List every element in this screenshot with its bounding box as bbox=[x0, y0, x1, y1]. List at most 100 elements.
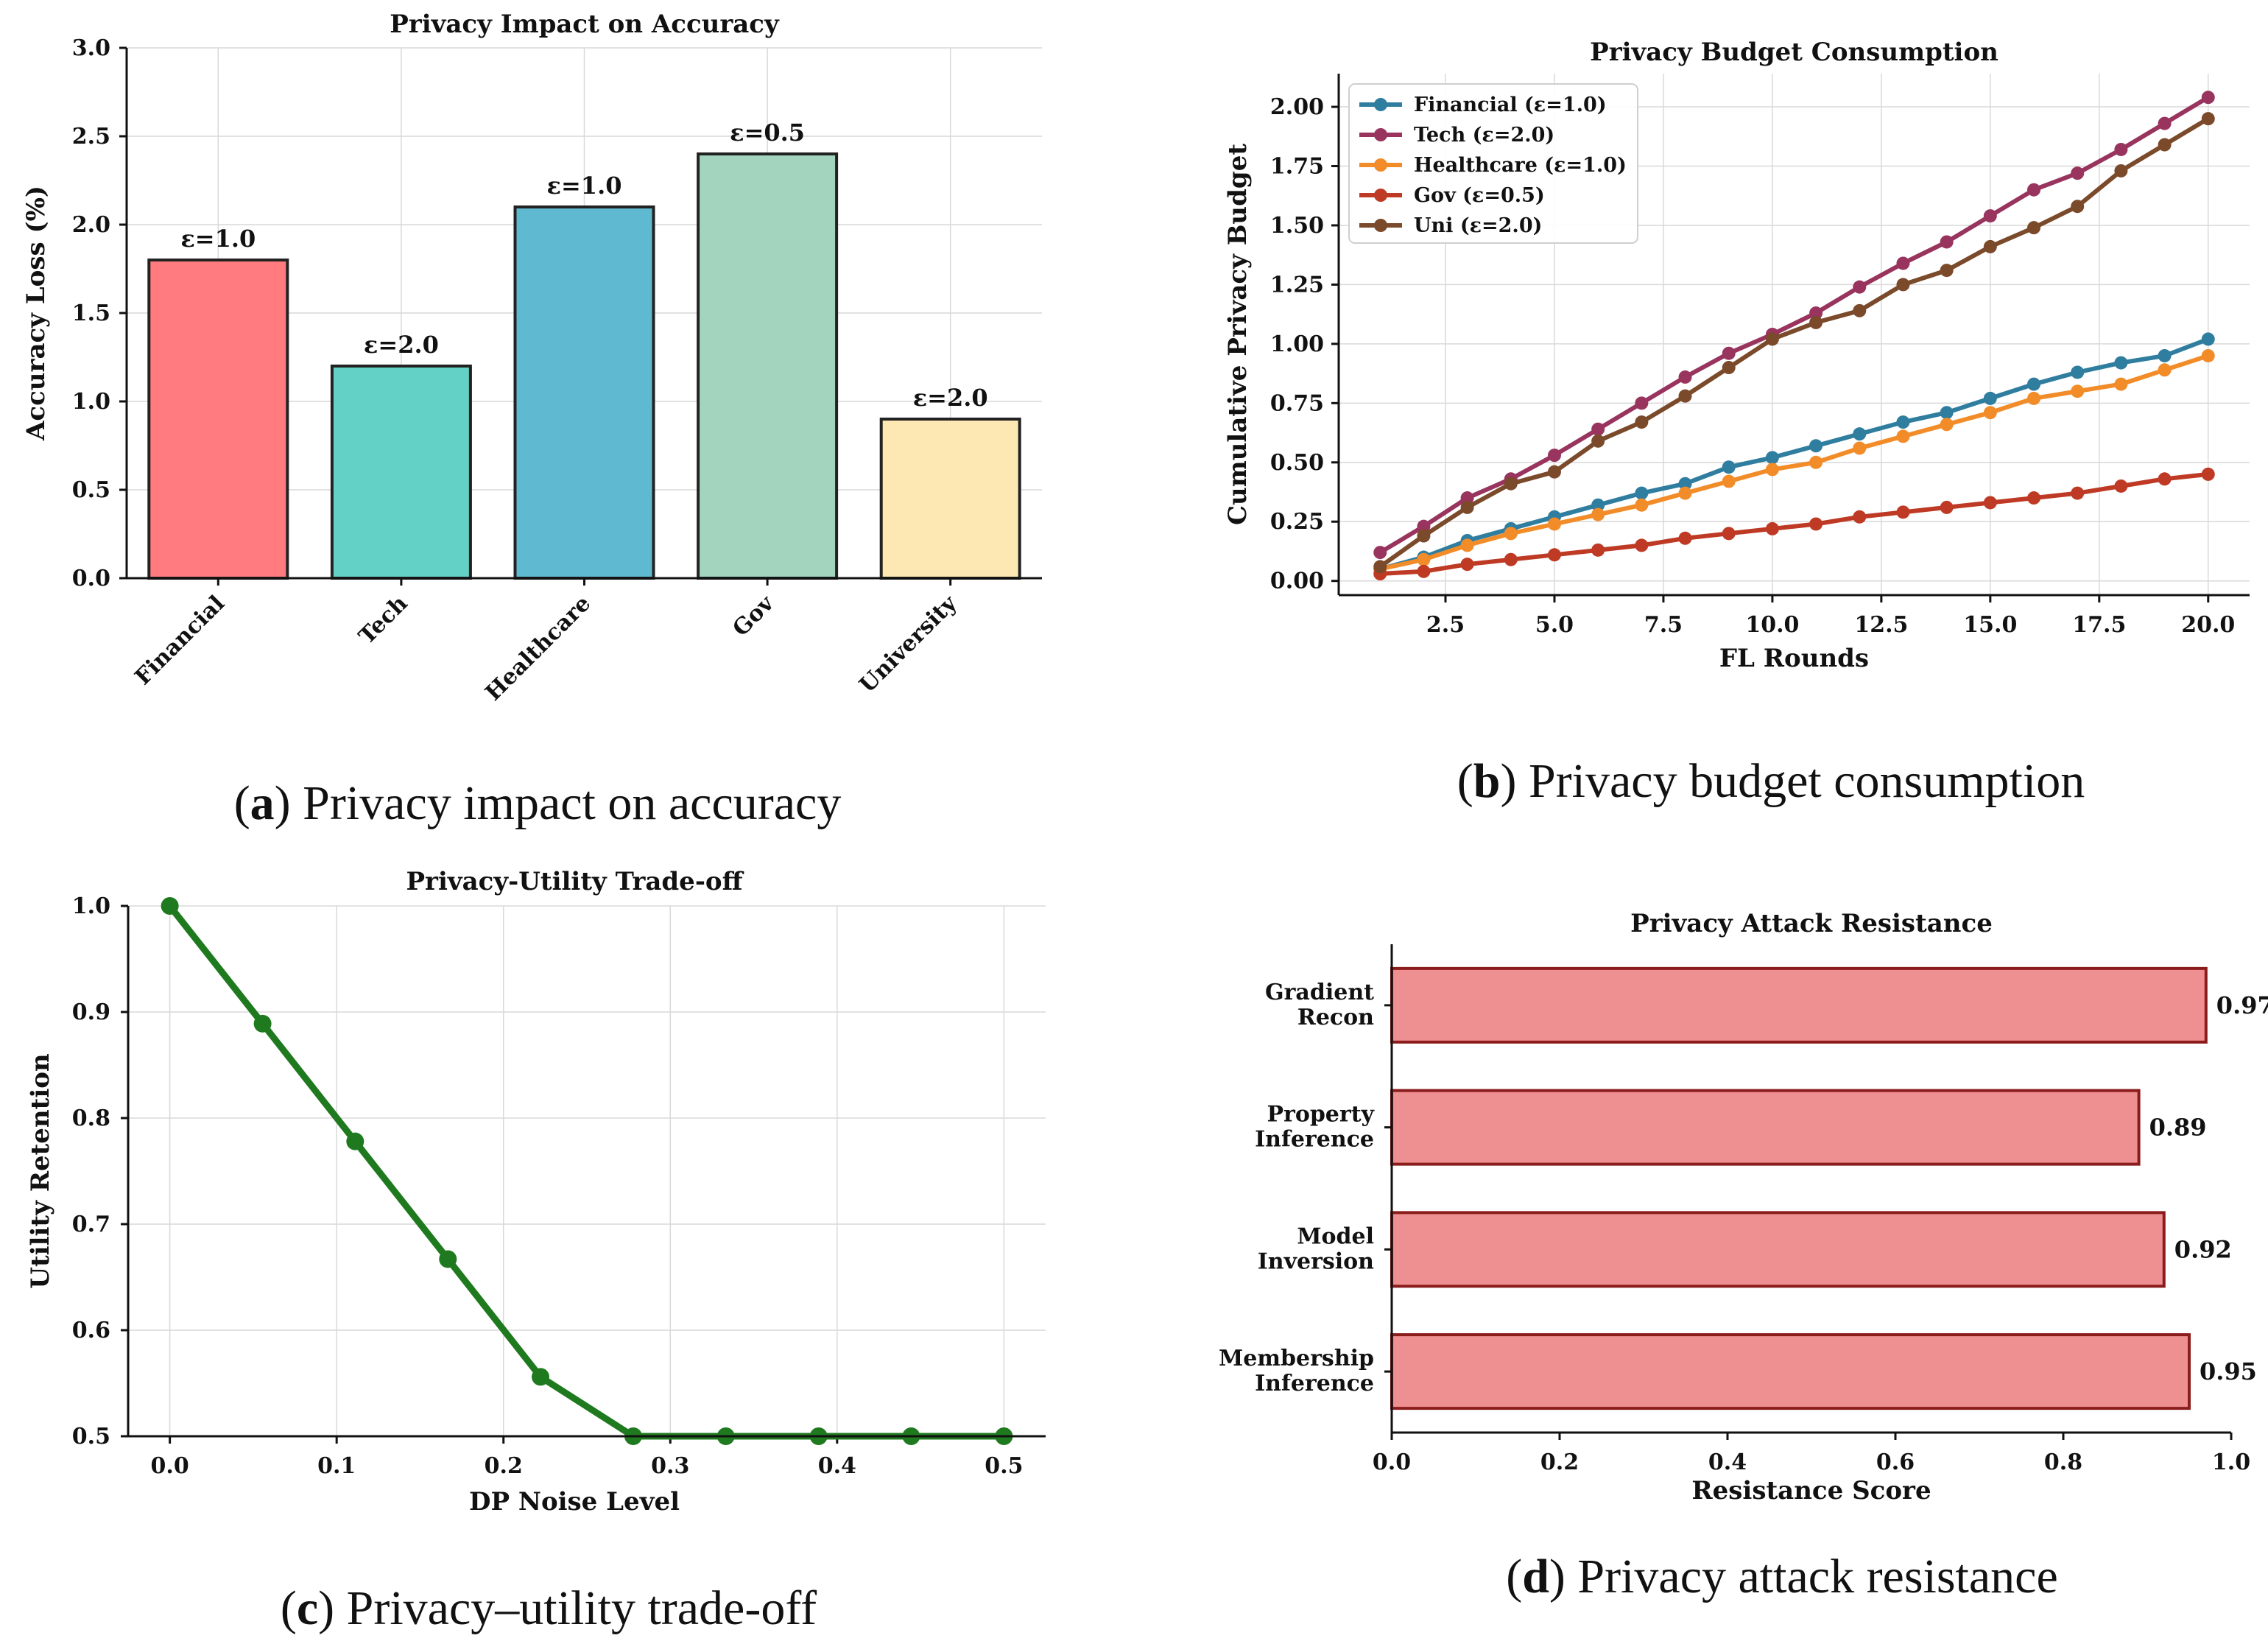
series-0-point bbox=[1635, 486, 1649, 500]
x-tick-label: 5.0 bbox=[1535, 612, 1574, 638]
bar-membership-inference bbox=[1390, 1333, 2191, 1410]
legend-swatch-marker bbox=[1374, 128, 1387, 141]
series-4-point bbox=[1722, 361, 1736, 375]
legend-entry: Uni (ε=2.0) bbox=[1414, 214, 1542, 237]
series-4-point bbox=[1504, 477, 1518, 491]
series-3-point bbox=[1635, 538, 1649, 552]
series-3-point bbox=[1591, 543, 1605, 557]
series-0-point bbox=[1983, 391, 1997, 405]
series-2-point bbox=[1591, 507, 1605, 521]
series-2-point bbox=[2114, 377, 2128, 391]
series-2-point bbox=[1635, 498, 1649, 512]
x-tick-label: 15.0 bbox=[1963, 612, 2017, 638]
caption-text: Privacy budget consumption bbox=[1516, 754, 2085, 808]
series-3-point bbox=[2071, 486, 2085, 500]
series-2-point bbox=[1722, 474, 1736, 488]
x-tick-label: 0.4 bbox=[1708, 1450, 1747, 1475]
series-1-point bbox=[1417, 519, 1431, 533]
caption: (c) Privacy–utility trade-off bbox=[281, 1581, 817, 1635]
series-0-point bbox=[2027, 377, 2041, 391]
x-tick-label: 0.2 bbox=[485, 1453, 523, 1479]
y-tick-label: Inversion bbox=[1258, 1248, 1374, 1274]
legend-entry: Healthcare (ε=1.0) bbox=[1414, 154, 1627, 177]
series-0-point bbox=[2114, 356, 2128, 370]
x-tick-label: 12.5 bbox=[1854, 612, 1908, 638]
legend-box bbox=[1348, 83, 1638, 244]
series-2-point bbox=[1983, 406, 1997, 420]
series-3-point bbox=[1722, 527, 1736, 541]
series-3-point bbox=[1547, 548, 1561, 562]
y-tick-label: 1.75 bbox=[1270, 154, 1324, 180]
bar-label: ε=1.0 bbox=[180, 225, 256, 253]
bar-university bbox=[879, 418, 1021, 580]
y-tick-label: 1.25 bbox=[1270, 272, 1324, 298]
series-2-point bbox=[2071, 384, 2085, 398]
series-0-point bbox=[1678, 477, 1692, 491]
y-tick-label: 0.7 bbox=[72, 1212, 110, 1237]
y-tick-label: 0.5 bbox=[72, 477, 110, 503]
caption-letter: b bbox=[1473, 754, 1501, 808]
x-tick-label: Healthcare bbox=[480, 591, 596, 706]
x-tick-label: 10.0 bbox=[1745, 612, 1799, 638]
chart-title: Privacy Budget Consumption bbox=[1590, 38, 1998, 67]
series-1-point bbox=[1722, 346, 1736, 360]
series-4-point bbox=[1765, 332, 1779, 346]
series-2-point bbox=[1853, 441, 1867, 455]
y-tick-label: Inference bbox=[1255, 1127, 1374, 1153]
bar-label: ε=1.0 bbox=[547, 172, 622, 200]
series-4-point bbox=[2114, 164, 2128, 178]
utility-point bbox=[532, 1368, 550, 1386]
series-4-point bbox=[1896, 278, 1910, 292]
y-tick-label: 0.50 bbox=[1270, 450, 1324, 476]
series-0-point bbox=[1765, 451, 1779, 465]
bar-label: ε=2.0 bbox=[913, 384, 988, 412]
x-tick-label: 0.2 bbox=[1540, 1450, 1579, 1475]
legend-swatch-marker bbox=[1374, 98, 1387, 111]
series-0-point bbox=[2201, 332, 2215, 346]
y-tick-label: 0.6 bbox=[72, 1318, 110, 1343]
series-2-point bbox=[1504, 527, 1518, 541]
series-1-point bbox=[1853, 280, 1867, 294]
utility-point bbox=[161, 897, 179, 915]
y-tick-label: 0.00 bbox=[1270, 569, 1324, 594]
series-1-point bbox=[2027, 183, 2041, 197]
series-2-point bbox=[1547, 517, 1561, 531]
y-tick-label: Property bbox=[1267, 1102, 1375, 1128]
bar-model-inversion bbox=[1390, 1211, 2166, 1288]
series-1-point bbox=[1809, 306, 1823, 320]
series-0-point bbox=[1853, 427, 1867, 441]
chart-title: Privacy Impact on Accuracy bbox=[390, 10, 780, 39]
x-tick-label: 7.5 bbox=[1644, 612, 1683, 638]
y-tick-label: 1.5 bbox=[72, 301, 110, 326]
x-tick-label: 0.6 bbox=[1876, 1450, 1915, 1475]
utility-point bbox=[346, 1132, 364, 1150]
utility-line bbox=[167, 904, 1004, 1440]
series-3-point bbox=[1417, 564, 1431, 578]
series-3-point bbox=[1460, 558, 1474, 572]
series-3-point bbox=[2201, 467, 2215, 481]
y-tick-label: 1.0 bbox=[72, 389, 110, 415]
x-tick-label: 1.0 bbox=[2212, 1450, 2250, 1475]
series-1-point bbox=[1896, 256, 1910, 270]
legend-entry: Gov (ε=0.5) bbox=[1414, 184, 1545, 207]
series-4-point bbox=[1678, 389, 1692, 403]
series-0-point bbox=[1896, 415, 1910, 429]
y-tick-label: 1.50 bbox=[1270, 213, 1324, 239]
series-1-point bbox=[1678, 370, 1692, 384]
series-1-point bbox=[2158, 116, 2172, 130]
series-0-point bbox=[1591, 498, 1605, 512]
series-1-point bbox=[1940, 235, 1954, 249]
x-tick-label: 0.4 bbox=[818, 1453, 856, 1479]
series-line-0 bbox=[1379, 337, 2209, 572]
utility-point bbox=[253, 1014, 272, 1033]
series-2-point bbox=[1940, 418, 1954, 432]
series-3-point bbox=[1940, 500, 1954, 514]
caption-letter: d bbox=[1522, 1550, 1549, 1603]
series-4-point bbox=[1809, 315, 1823, 329]
panel-c-tradeoff-line-chart: 0.5 0.6 0.7 0.8 0.9 1.0 0.0 0.1 0.2 0.3 0.4 0.5 Priv… bbox=[26, 867, 1046, 1635]
y-tick-label: 1.00 bbox=[1270, 331, 1324, 357]
series-1-point bbox=[2071, 166, 2085, 180]
series-3-point bbox=[1896, 505, 1910, 519]
x-tick-label: University bbox=[854, 590, 962, 698]
series-4-point bbox=[1940, 264, 1954, 278]
